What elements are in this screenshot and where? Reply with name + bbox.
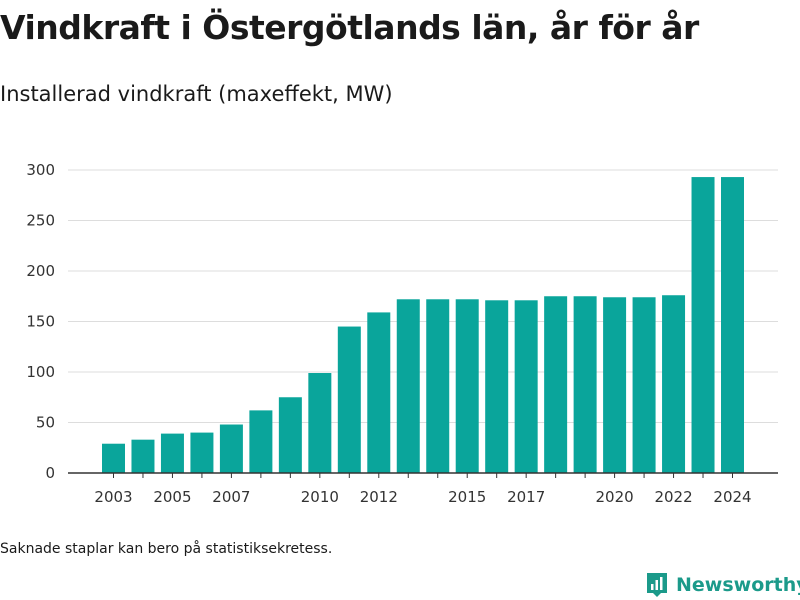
x-tick-label: 2010 [301, 488, 339, 506]
bar-2003 [102, 443, 125, 473]
x-tick-label: 2017 [507, 488, 545, 506]
bar-2018 [544, 296, 568, 473]
bar-2008 [249, 410, 273, 473]
x-tick-label: 2012 [360, 488, 398, 506]
x-tick-label: 2024 [713, 488, 751, 506]
gridlines [68, 169, 778, 423]
bar-2004 [131, 439, 155, 473]
y-tick-label: 250 [26, 212, 55, 230]
bar-2017 [514, 300, 538, 473]
y-tick-label: 0 [45, 464, 55, 482]
bars [102, 177, 744, 473]
bar-2020 [603, 297, 627, 473]
x-tick-label: 2022 [654, 488, 692, 506]
footnote: Saknade staplar kan bero på statistiksek… [0, 541, 333, 557]
bar-2007 [219, 424, 243, 473]
x-tick-label: 2020 [596, 488, 634, 506]
x-tick-label: 2005 [153, 488, 191, 506]
bar-2014 [426, 299, 450, 473]
bar-2016 [485, 300, 509, 473]
bar-2021 [632, 297, 656, 473]
chart-subtitle: Installerad vindkraft (maxeffekt, MW) [0, 82, 393, 106]
bar-2022 [662, 295, 686, 473]
y-tick-label: 200 [26, 262, 55, 280]
bar-2009 [278, 397, 302, 473]
axes: 0 50 100 150 200 250 300 2003 2005 2007 2010 2012 20… [26, 161, 778, 506]
y-tick-label: 50 [36, 414, 55, 432]
bar-2005 [160, 433, 184, 473]
bar-2012 [367, 312, 391, 473]
newsworthy-logo-icon [647, 573, 667, 597]
bar-2013 [396, 299, 420, 473]
bar-2006 [190, 432, 214, 473]
x-tick-label: 2003 [94, 488, 132, 506]
bar-2015 [455, 299, 479, 473]
x-tick-label: 2015 [448, 488, 486, 506]
bar-2019 [573, 296, 597, 473]
bar-2023 [691, 177, 715, 473]
chart-title: Vindkraft i Östergötlands län, år för år [0, 8, 699, 47]
y-tick-label: 100 [26, 363, 55, 381]
bar-2011 [337, 326, 361, 473]
y-tick-label: 300 [26, 161, 55, 179]
bar-chart: 0 50 100 150 200 250 300 2003 2005 2007 2010 2012 20… [26, 161, 778, 506]
y-tick-label: 150 [26, 313, 55, 331]
bar-2024 [721, 177, 744, 473]
x-tick-label: 2007 [212, 488, 250, 506]
brand-logo: Newsworthy [645, 570, 800, 600]
bar-2010 [308, 373, 332, 473]
brand-name: Newsworthy [676, 574, 800, 596]
